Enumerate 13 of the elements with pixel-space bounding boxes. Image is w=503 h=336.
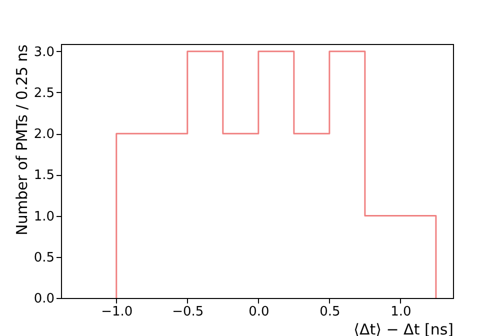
y-tick-label: 1.5 — [34, 168, 54, 184]
y-tick-label: 0.0 — [34, 292, 54, 306]
y-tick-label: 0.5 — [34, 250, 54, 266]
x-tick-label: −1.0 — [101, 304, 133, 320]
x-tick-label: −0.5 — [172, 304, 204, 320]
y-tick-label: 2.5 — [34, 86, 54, 101]
x-tick-label: 1.0 — [390, 304, 412, 320]
x-tick-label: 0.0 — [248, 304, 270, 320]
y-axis-title: Number of PMTs / 0.25 ns — [12, 44, 31, 236]
y-tick-label: 3.0 — [34, 44, 54, 60]
y-tick-label: 2.0 — [34, 127, 54, 142]
y-tick-label: 1.0 — [34, 209, 54, 224]
x-tick-label: 0.5 — [320, 304, 340, 320]
